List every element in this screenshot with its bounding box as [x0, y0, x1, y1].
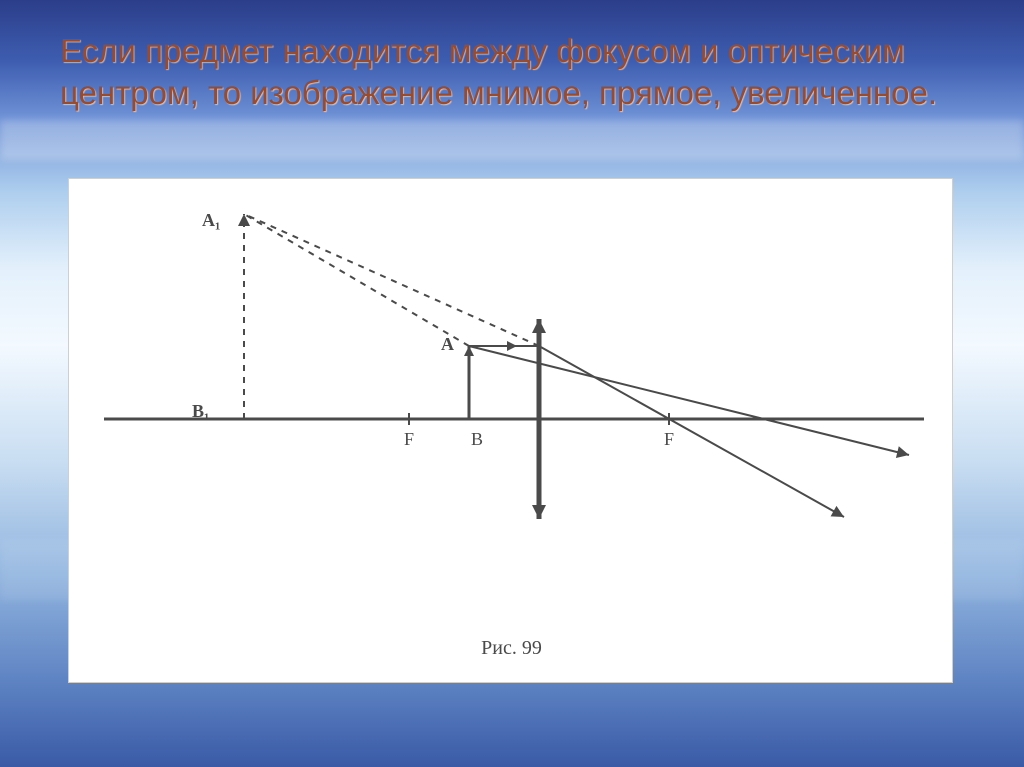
svg-text:A₁: A₁ — [202, 210, 220, 230]
svg-text:B₁: B₁ — [192, 401, 209, 421]
slide-background: Если предмет находится между фокусом и о… — [0, 0, 1024, 767]
svg-text:B: B — [471, 429, 483, 449]
optics-diagram: F F B A B₁ A₁ Рис. 99 — [69, 179, 954, 684]
svg-text:F: F — [664, 429, 674, 449]
diagram-card: F F B A B₁ A₁ Рис. 99 — [68, 178, 953, 683]
svg-text:F: F — [404, 429, 414, 449]
slide-title: Если предмет находится между фокусом и о… — [60, 30, 964, 114]
svg-text:A: A — [441, 334, 454, 354]
svg-text:Рис. 99: Рис. 99 — [481, 637, 542, 659]
